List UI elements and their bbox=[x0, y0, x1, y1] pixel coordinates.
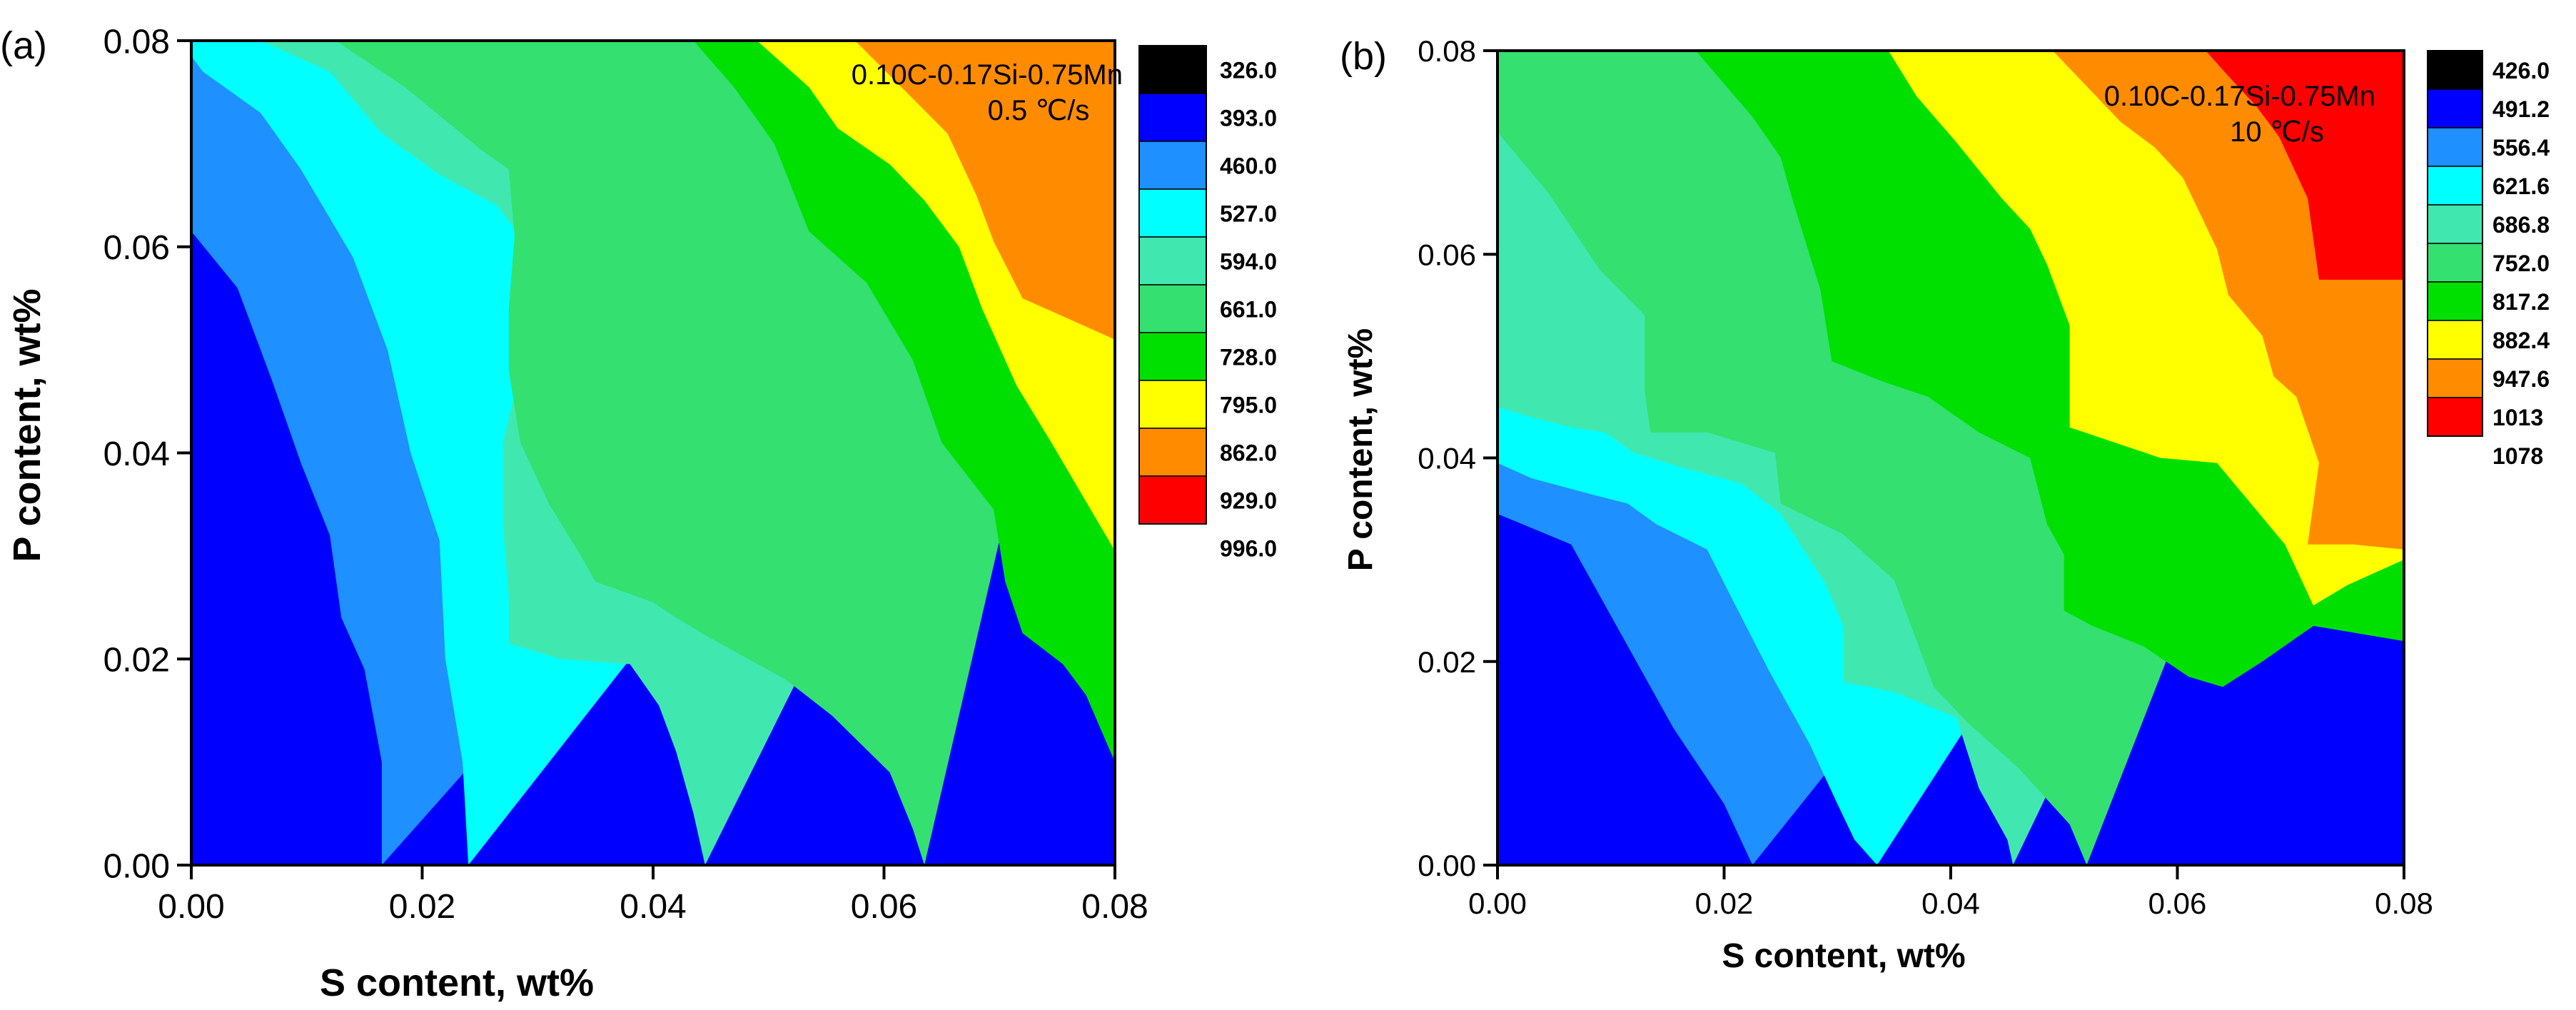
composition-annotation: 0.10C-0.17Si-0.75Mn bbox=[2104, 81, 2375, 112]
colorbar-label: 882.4 bbox=[2492, 328, 2550, 353]
colorbar-swatch bbox=[1138, 188, 1207, 238]
y-tick-label: 0.08 bbox=[1418, 34, 1476, 68]
colorbar-swatch bbox=[1138, 45, 1207, 94]
colorbar-label: 817.2 bbox=[2492, 289, 2550, 315]
colorbar: 426.0 491.2 556.4 621.6 686.8 752.0 817.2 882.4… bbox=[2427, 50, 2550, 469]
contour-bands bbox=[1497, 51, 2404, 865]
colorbar-swatch bbox=[1138, 475, 1207, 525]
y-tick-label: 0.04 bbox=[1418, 442, 1476, 475]
panel-label: (a) bbox=[0, 24, 47, 67]
colorbar-label: 686.8 bbox=[2492, 212, 2550, 238]
x-axis-label: S content, wt% bbox=[1722, 937, 1965, 975]
y-axis-label: P content, wt% bbox=[1342, 328, 1380, 571]
x-tick-label: 0.00 bbox=[158, 888, 224, 926]
colorbar-label: 661.0 bbox=[1220, 297, 1277, 323]
colorbar-label: 460.0 bbox=[1220, 153, 1277, 179]
colorbar-swatch bbox=[1138, 93, 1207, 142]
colorbar-swatch bbox=[2427, 89, 2483, 128]
colorbar-swatch bbox=[1138, 380, 1207, 429]
y-tick-label: 0.00 bbox=[103, 847, 170, 885]
colorbar-swatch bbox=[2427, 50, 2483, 90]
colorbar-swatch bbox=[2427, 281, 2483, 321]
colorbar-label: 556.4 bbox=[2492, 135, 2550, 161]
x-tick-label: 0.02 bbox=[389, 888, 455, 926]
y-tick-label: 0.02 bbox=[103, 642, 170, 680]
x-axis-label: S content, wt% bbox=[320, 961, 594, 1004]
y-tick-label: 0.06 bbox=[1418, 238, 1476, 271]
y-tick-label: 0.08 bbox=[103, 23, 170, 61]
colorbar-swatch bbox=[2427, 358, 2483, 398]
colorbar-frame bbox=[2427, 50, 2483, 437]
cooling-rate-annotation: 0.5 ℃/s bbox=[988, 95, 1090, 126]
colorbar-swatch bbox=[2427, 166, 2483, 206]
y-tick-label: 0.04 bbox=[103, 435, 170, 473]
x-tick-label: 0.08 bbox=[1081, 888, 1148, 926]
composition-annotation: 0.10C-0.17Si-0.75Mn bbox=[852, 59, 1123, 91]
colorbar-swatch bbox=[2427, 320, 2483, 360]
colorbar-swatch bbox=[1138, 332, 1207, 381]
panel-label: (b) bbox=[1340, 35, 1387, 78]
colorbar-swatch bbox=[1138, 428, 1207, 477]
colorbar-label: 491.2 bbox=[2492, 96, 2550, 122]
panel-a: (a) 0.10C-0.17Si-0.75Mn 0.5 ℃/s S conten… bbox=[0, 23, 1277, 1004]
colorbar-swatch bbox=[2427, 127, 2483, 167]
x-tick-label: 0.04 bbox=[1921, 887, 1980, 920]
colorbar-label: 795.0 bbox=[1220, 393, 1277, 418]
y-tick-label: 0.06 bbox=[103, 229, 170, 267]
y-tick-label: 0.02 bbox=[1418, 645, 1476, 679]
colorbar-label: 621.6 bbox=[2492, 173, 2550, 199]
colorbar-label: 752.0 bbox=[2492, 251, 2550, 276]
x-tick-label: 0.06 bbox=[851, 888, 917, 926]
colorbar-swatch bbox=[1138, 284, 1207, 333]
colorbar-frame bbox=[1138, 45, 1207, 525]
colorbar-swatch bbox=[2427, 243, 2483, 283]
colorbar-label: 728.0 bbox=[1220, 345, 1277, 370]
colorbar-label: 996.0 bbox=[1220, 536, 1277, 562]
x-tick-label: 0.00 bbox=[1468, 887, 1527, 920]
colorbar-swatch bbox=[2427, 397, 2483, 437]
y-tick-label: 0.00 bbox=[1418, 849, 1476, 882]
colorbar-swatch bbox=[1138, 141, 1207, 190]
cooling-rate-annotation: 10 ℃/s bbox=[2230, 116, 2324, 148]
contour-band-8 bbox=[855, 41, 1115, 340]
colorbar-label: 1013 bbox=[2492, 405, 2543, 430]
colorbar-label: 426.0 bbox=[2492, 58, 2550, 84]
colorbar-label: 326.0 bbox=[1220, 58, 1277, 84]
contour-band-9 bbox=[2206, 51, 2404, 280]
colorbar-label: 393.0 bbox=[1220, 106, 1277, 131]
x-tick-label: 0.02 bbox=[1695, 887, 1754, 920]
x-tick-label: 0.08 bbox=[2375, 887, 2433, 920]
panel-b: (b) 0.10C-0.17Si-0.75Mn 10 ℃/s S content… bbox=[1340, 34, 2550, 975]
colorbar-swatch bbox=[2427, 204, 2483, 244]
colorbar: 326.0 393.0 460.0 527.0 594.0 661.0 728.0 795.0… bbox=[1138, 45, 1277, 562]
colorbar-label: 1078 bbox=[2492, 443, 2543, 469]
colorbar-label: 947.6 bbox=[2492, 366, 2550, 392]
x-tick-label: 0.06 bbox=[2148, 887, 2207, 920]
colorbar-label: 594.0 bbox=[1220, 249, 1277, 275]
x-tick-label: 0.04 bbox=[620, 888, 686, 926]
colorbar-label: 929.0 bbox=[1220, 488, 1277, 514]
colorbar-label: 862.0 bbox=[1220, 440, 1277, 466]
contour-bands bbox=[191, 41, 1115, 865]
y-axis-label: P content, wt% bbox=[6, 288, 49, 562]
colorbar-swatch bbox=[1138, 236, 1207, 286]
colorbar-label: 527.0 bbox=[1220, 201, 1277, 227]
